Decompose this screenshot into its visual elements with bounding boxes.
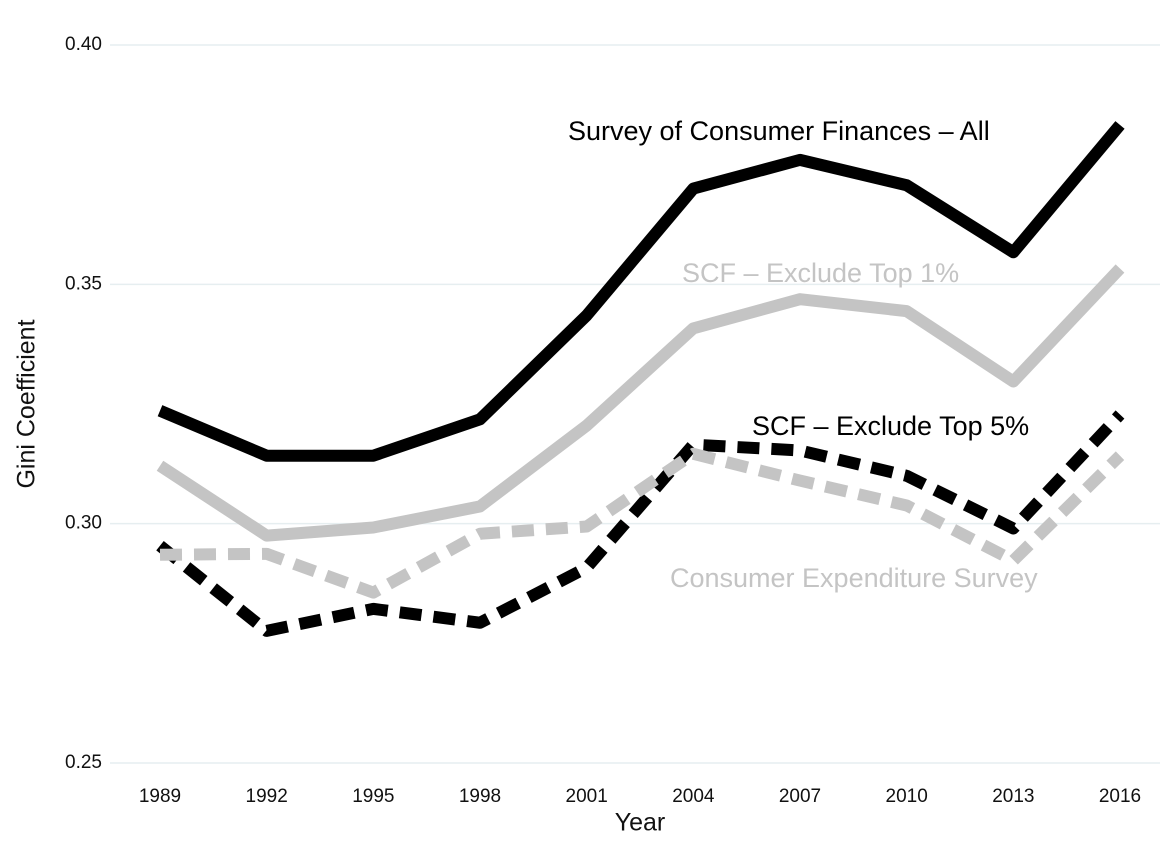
series-line xyxy=(156,264,1125,542)
y-tick-label: 0.35 xyxy=(65,273,102,294)
y-tick-label: 0.40 xyxy=(65,34,102,55)
x-tick-label: 2004 xyxy=(672,786,715,807)
series-line xyxy=(157,121,1125,462)
series-label: Survey of Consumer Finances – All xyxy=(568,116,990,146)
series-label: SCF – Exclude Top 5% xyxy=(752,411,1029,441)
series-line xyxy=(159,447,1125,599)
series-line xyxy=(156,410,1125,637)
series-label: Consumer Expenditure Survey xyxy=(670,563,1038,593)
x-tick-label: 1998 xyxy=(459,786,501,807)
x-tick-label: 2010 xyxy=(886,786,928,807)
y-axis-title: Gini Coefficient xyxy=(13,319,41,488)
x-axis-title: Year xyxy=(615,809,666,837)
y-tick-label: 0.25 xyxy=(65,752,102,773)
x-tick-label: 2001 xyxy=(566,786,608,807)
x-tick-label: 1992 xyxy=(246,786,288,807)
x-tick-label: 2016 xyxy=(1099,786,1141,807)
y-tick-label: 0.30 xyxy=(65,513,102,534)
x-tick-label: 1989 xyxy=(139,786,181,807)
series-label: SCF – Exclude Top 1% xyxy=(682,258,959,288)
x-tick-label: 2013 xyxy=(992,786,1034,807)
x-tick-label: 2007 xyxy=(779,786,821,807)
x-tick-label: 1995 xyxy=(352,786,394,807)
